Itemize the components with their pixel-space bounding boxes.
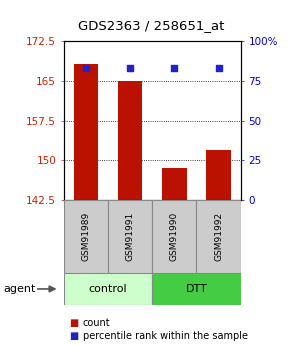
Text: GDS2363 / 258651_at: GDS2363 / 258651_at: [78, 19, 224, 32]
FancyBboxPatch shape: [108, 200, 152, 273]
Point: [84, 66, 88, 71]
FancyBboxPatch shape: [64, 200, 108, 273]
Text: GSM91991: GSM91991: [126, 212, 135, 261]
Text: ■: ■: [70, 332, 79, 341]
Text: GSM91992: GSM91992: [214, 212, 223, 261]
FancyBboxPatch shape: [152, 273, 241, 305]
Point: [216, 66, 221, 71]
Bar: [206, 150, 231, 200]
Text: control: control: [89, 284, 127, 294]
Bar: [118, 81, 142, 200]
Point: [128, 66, 133, 71]
Text: percentile rank within the sample: percentile rank within the sample: [83, 332, 248, 341]
Text: agent: agent: [3, 284, 35, 294]
Text: DTT: DTT: [186, 284, 207, 294]
FancyBboxPatch shape: [196, 200, 241, 273]
Bar: [74, 64, 98, 200]
Bar: [162, 168, 186, 200]
Point: [172, 66, 177, 71]
Text: GSM91989: GSM91989: [81, 212, 90, 261]
Text: GSM91990: GSM91990: [170, 212, 179, 261]
FancyBboxPatch shape: [64, 273, 152, 305]
Text: ■: ■: [70, 318, 79, 327]
Text: count: count: [83, 318, 110, 327]
FancyBboxPatch shape: [152, 200, 196, 273]
